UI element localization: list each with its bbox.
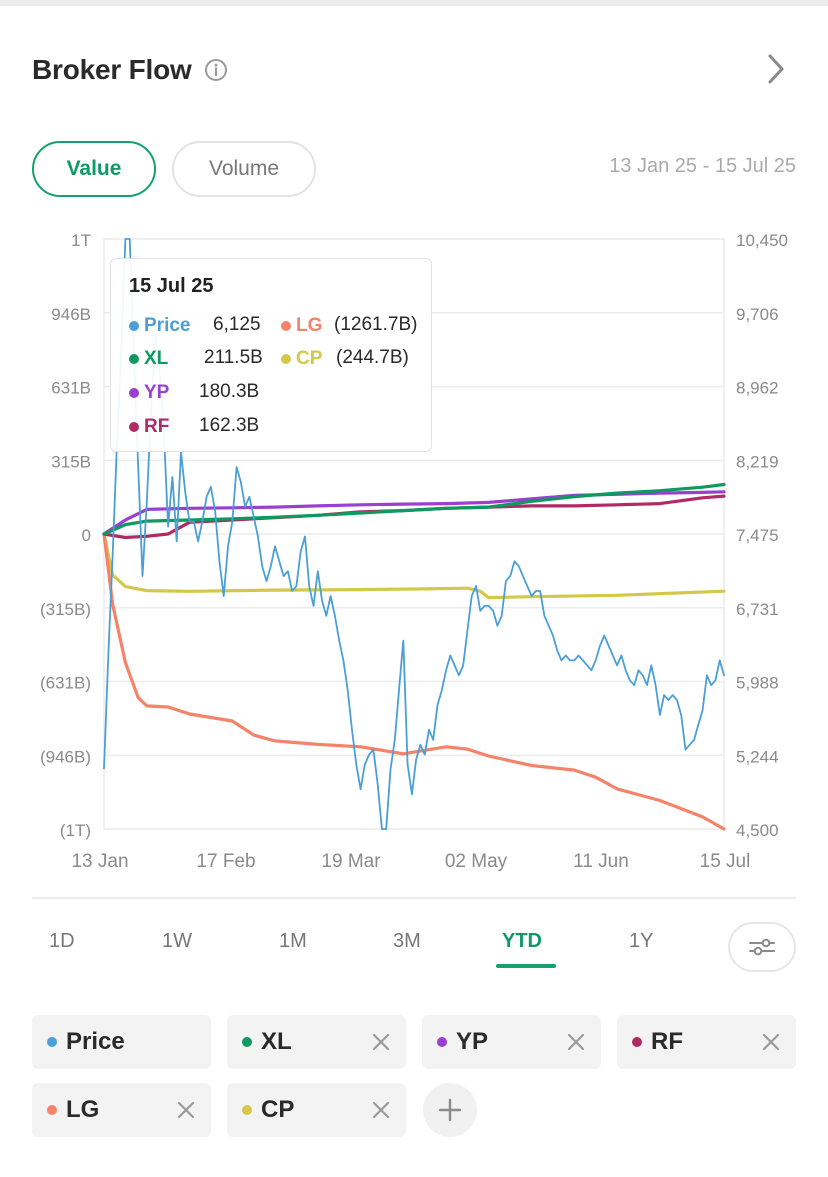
y-left-tick-label: 1T bbox=[71, 231, 91, 250]
timeframe-ytd[interactable]: YTD bbox=[502, 930, 542, 952]
series-chip-rf[interactable]: RF bbox=[617, 1015, 796, 1069]
chevron-right-icon[interactable] bbox=[764, 52, 788, 86]
x-tick-label: 13 Jan bbox=[71, 851, 128, 872]
y-right-tick-label: 5,988 bbox=[736, 674, 779, 693]
rf-dot-icon bbox=[632, 1037, 642, 1047]
y-right-tick-label: 8,219 bbox=[736, 452, 779, 471]
lg-dot-icon bbox=[47, 1105, 57, 1115]
chart-settings-button[interactable] bbox=[728, 922, 796, 972]
y-left-tick-label: (631B) bbox=[40, 674, 91, 693]
tooltip-row-xl: XL bbox=[129, 348, 168, 370]
active-timeframe-indicator bbox=[496, 964, 556, 968]
close-icon[interactable] bbox=[176, 1100, 196, 1120]
y-left-tick-label: 0 bbox=[82, 526, 91, 545]
x-tick-label: 15 Jul bbox=[700, 851, 751, 872]
divider bbox=[32, 897, 796, 899]
y-right-tick-label: 5,244 bbox=[736, 747, 779, 766]
series-chip-cp[interactable]: CP bbox=[227, 1083, 406, 1137]
timeframe-1m[interactable]: 1M bbox=[279, 930, 307, 952]
x-tick-label: 19 Mar bbox=[321, 851, 381, 872]
timeframe-3m[interactable]: 3M bbox=[393, 930, 421, 952]
series-line-cp bbox=[102, 532, 726, 600]
xl-dot-icon bbox=[129, 354, 139, 364]
series-chip-xl[interactable]: XL bbox=[227, 1015, 406, 1069]
series-chip-lg[interactable]: LG bbox=[32, 1083, 211, 1137]
tooltip-row-yp: YP bbox=[129, 382, 169, 404]
y-right-tick-label: 4,500 bbox=[736, 821, 779, 840]
tooltip-row-price: Price bbox=[129, 315, 190, 337]
close-icon[interactable] bbox=[761, 1032, 781, 1052]
y-left-tick-label: 631B bbox=[51, 379, 91, 398]
value-toggle-button[interactable]: Value bbox=[32, 141, 156, 197]
price-dot-icon bbox=[129, 321, 139, 331]
add-series-button[interactable] bbox=[423, 1083, 477, 1137]
chip-label: RF bbox=[651, 1028, 683, 1055]
xl-dot-icon bbox=[242, 1037, 252, 1047]
tooltip-value: (244.7B) bbox=[336, 347, 409, 368]
top-strip bbox=[0, 0, 828, 6]
y-left-tick-label: (315B) bbox=[40, 600, 91, 619]
y-right-tick-label: 7,475 bbox=[736, 526, 779, 545]
chip-label: LG bbox=[66, 1096, 100, 1123]
cp-dot-icon bbox=[242, 1105, 252, 1115]
page-title: Broker Flow bbox=[32, 54, 192, 85]
chip-label: Price bbox=[66, 1028, 125, 1055]
rf-dot-icon bbox=[129, 422, 139, 432]
y-left-tick-label: (946B) bbox=[40, 747, 91, 766]
plus-icon bbox=[438, 1098, 462, 1122]
tooltip-value: 211.5B bbox=[204, 347, 263, 368]
timeframe-1y[interactable]: 1Y bbox=[629, 930, 654, 952]
tooltip-name: YP bbox=[144, 382, 170, 403]
cp-dot-icon bbox=[281, 354, 291, 364]
series-line-lg bbox=[102, 532, 726, 831]
tooltip-row-rf: RF bbox=[129, 416, 169, 438]
chip-label: YP bbox=[456, 1028, 489, 1055]
info-icon[interactable] bbox=[204, 58, 228, 82]
series-line-rf bbox=[102, 494, 726, 540]
series-line-price bbox=[103, 238, 725, 830]
close-icon[interactable] bbox=[371, 1032, 391, 1052]
x-tick-label: 17 Feb bbox=[196, 851, 255, 872]
tooltip-date: 15 Jul 25 bbox=[129, 275, 214, 297]
tooltip-name: XL bbox=[144, 348, 169, 369]
tooltip-row-lg: LG bbox=[281, 315, 322, 337]
volume-toggle-button[interactable]: Volume bbox=[172, 141, 316, 197]
tooltip-value: 180.3B bbox=[199, 381, 260, 402]
tooltip-name: Price bbox=[144, 315, 191, 336]
series-chip-yp[interactable]: YP bbox=[422, 1015, 601, 1069]
chart-tooltip: 15 Jul 25 Price 6,125 LG (1261.7B) XL 21… bbox=[110, 258, 432, 452]
tooltip-name: LG bbox=[296, 315, 323, 336]
timeframe-1w[interactable]: 1W bbox=[162, 930, 192, 952]
x-tick-label: 02 May bbox=[445, 851, 508, 872]
close-icon[interactable] bbox=[371, 1100, 391, 1120]
tooltip-name: RF bbox=[144, 416, 170, 437]
y-right-tick-label: 8,962 bbox=[736, 379, 779, 398]
date-range-label: 13 Jan 25 - 15 Jul 25 bbox=[609, 155, 796, 177]
close-icon[interactable] bbox=[566, 1032, 586, 1052]
tooltip-value: 6,125 bbox=[213, 314, 261, 335]
y-left-tick-label: (1T) bbox=[60, 821, 91, 840]
chip-label: XL bbox=[261, 1028, 292, 1055]
y-right-tick-label: 9,706 bbox=[736, 305, 779, 324]
price-dot-icon bbox=[47, 1037, 57, 1047]
yp-dot-icon bbox=[437, 1037, 447, 1047]
tooltip-name: CP bbox=[296, 348, 323, 369]
y-right-tick-label: 6,731 bbox=[736, 600, 779, 619]
y-left-tick-label: 946B bbox=[51, 305, 91, 324]
yp-dot-icon bbox=[129, 388, 139, 398]
tooltip-row-cp: CP bbox=[281, 348, 322, 370]
broker-flow-chart[interactable]: 1T 10,450 946B 9,706 631B 8,962 315B 8,219 0 7,47… bbox=[0, 215, 828, 885]
series-chip-price[interactable]: Price bbox=[32, 1015, 211, 1069]
chip-label: CP bbox=[261, 1096, 295, 1123]
y-left-tick-label: 315B bbox=[51, 452, 91, 471]
timeframe-1d[interactable]: 1D bbox=[49, 930, 75, 952]
tooltip-value: (1261.7B) bbox=[334, 314, 418, 335]
series-line-yp bbox=[102, 490, 726, 536]
y-right-tick-label: 10,450 bbox=[736, 231, 788, 250]
lg-dot-icon bbox=[281, 321, 291, 331]
card-header: Broker Flow bbox=[32, 50, 228, 90]
x-tick-label: 11 Jun bbox=[573, 851, 629, 872]
sliders-icon bbox=[749, 938, 775, 956]
tooltip-value: 162.3B bbox=[199, 415, 260, 436]
